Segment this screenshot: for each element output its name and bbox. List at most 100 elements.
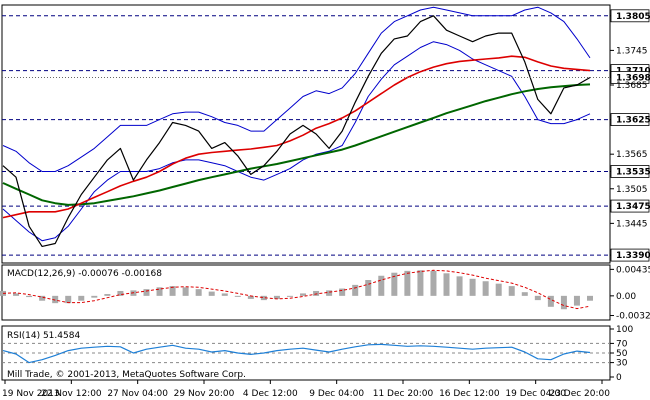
macd-bar — [573, 295, 580, 306]
time-tick-label: 4 Dec 12:00 — [243, 389, 298, 399]
time-tick-label: 19 Nov 2013 — [2, 389, 60, 399]
price-tick-label: 1.3390 — [616, 251, 650, 261]
macd-bar — [91, 295, 98, 298]
macd-title-bg — [5, 267, 185, 278]
price-tick-label: 1.3565 — [616, 150, 648, 160]
macd-bar — [300, 293, 307, 296]
ema-fast-line — [2, 55, 591, 219]
macd-bar — [104, 294, 111, 296]
macd-bar — [195, 289, 202, 296]
macd-bar — [417, 270, 424, 296]
price-tick-label: 1.3805 — [616, 12, 650, 22]
price-series-group — [2, 6, 610, 247]
time-tick-label: 23 Dec 20:00 — [549, 389, 610, 399]
macd-bar — [247, 295, 254, 299]
macd-bar — [482, 281, 489, 296]
time-tick-label: 27 Nov 04:00 — [107, 389, 168, 399]
macd-title: MACD(12,26,9) -0.00076 -0.00168 — [7, 269, 162, 279]
macd-bar — [521, 292, 528, 296]
rsi-tick-label: 70 — [616, 339, 628, 349]
macd-axis: 0.00435 0.00 -0.00323 — [610, 265, 650, 322]
time-tick-label: 22 Nov 12:00 — [41, 389, 102, 399]
macd-bar — [273, 295, 280, 299]
macd-signal-group — [2, 269, 591, 310]
macd-bar — [156, 287, 163, 296]
macd-bar — [404, 270, 411, 296]
macd-bar — [378, 275, 385, 296]
time-tick-label: 16 Dec 12:00 — [439, 389, 500, 399]
macd-bar — [260, 295, 267, 301]
macd-bar — [339, 288, 346, 296]
macd-bar — [365, 280, 372, 296]
macd-bar — [234, 295, 241, 297]
macd-histogram — [0, 270, 593, 310]
macd-bar — [78, 295, 85, 301]
macd-bar — [182, 287, 189, 296]
price-tag-box — [610, 71, 650, 84]
price-tick-label: 1.3745 — [616, 46, 648, 56]
price-tick-label: 1.3475 — [616, 202, 650, 212]
price-tick-label: 1.3535 — [616, 167, 650, 177]
rsi-tick-label: 30 — [616, 359, 628, 369]
macd-bar — [169, 286, 176, 296]
rsi-level-lines — [2, 342, 610, 364]
macd-panel[interactable]: 0.00435 0.00 -0.00323 MACD(12,26,9) -0.000… — [0, 264, 650, 322]
ema-slow-line — [2, 83, 591, 206]
bollinger-lower-line — [2, 41, 591, 242]
macd-bar — [456, 276, 463, 296]
rsi-tick-label: 0 — [616, 373, 622, 383]
macd-bar — [208, 291, 215, 296]
rsi-series-group — [2, 343, 591, 364]
price-tick-label: 1.3698 — [616, 73, 650, 83]
macd-tick-label: 0.00 — [616, 292, 636, 302]
macd-bar — [143, 289, 150, 296]
time-tick-label: 19 Dec 04:00 — [505, 389, 566, 399]
macd-bar — [534, 295, 541, 301]
time-tick-label: 11 Dec 20:00 — [373, 389, 434, 399]
bollinger-upper-line — [2, 6, 591, 172]
price-panel-frame — [1, 4, 611, 264]
copyright-text: Mill Trade, © 2001-2013, MetaQuotes Soft… — [7, 370, 246, 380]
price-tag-box — [610, 113, 650, 126]
price-tick-label: 1.3445 — [616, 219, 648, 229]
macd-bar — [443, 273, 450, 296]
macd-bar — [313, 290, 320, 296]
macd-bar — [508, 286, 515, 296]
rsi-title-bg — [5, 329, 95, 340]
macd-bar — [587, 295, 593, 301]
price-tag-box — [610, 248, 650, 262]
time-tick-label: 9 Dec 04:00 — [309, 389, 364, 399]
macd-bar — [26, 295, 33, 298]
macd-bar — [117, 290, 124, 296]
rsi-title: RSI(14) 51.4584 — [7, 331, 80, 341]
macd-bar — [221, 293, 228, 296]
macd-bar — [391, 272, 398, 296]
price-tick-label: 1.3625 — [616, 116, 650, 126]
rsi-line — [2, 343, 591, 364]
macd-bar — [560, 295, 567, 310]
time-tick-label: 29 Nov 20:00 — [174, 389, 235, 399]
price-tag-box — [610, 165, 650, 178]
macd-bar — [547, 295, 554, 307]
macd-bar — [52, 295, 59, 304]
price-line — [2, 15, 591, 247]
macd-bar — [39, 295, 46, 301]
macd-bar — [352, 284, 359, 296]
rsi-tick-label: 50 — [616, 349, 628, 359]
price-axis: 1.38051.37451.37101.36981.36851.36251.35… — [610, 9, 650, 262]
price-tag-box — [610, 199, 650, 213]
price-tick-label: 1.3505 — [616, 185, 648, 195]
macd-bar — [469, 278, 476, 296]
macd-tick-label: -0.00323 — [616, 312, 650, 322]
macd-tick-label: 0.00435 — [616, 265, 650, 275]
macd-bar — [326, 290, 333, 296]
macd-bar — [0, 290, 6, 296]
macd-bar — [13, 293, 20, 296]
macd-bar — [430, 270, 437, 296]
price-panel[interactable]: 1.38051.37451.37101.36981.36851.36251.35… — [1, 4, 650, 264]
